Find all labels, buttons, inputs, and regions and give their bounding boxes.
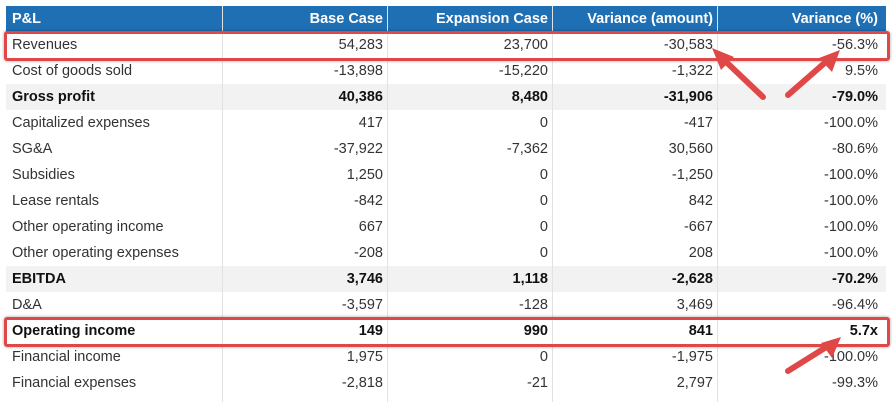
base-case-value: 417	[358, 115, 383, 131]
variance-amount-value: -31,906	[663, 89, 713, 105]
row-label: Revenues	[12, 37, 78, 53]
column-divider	[222, 6, 223, 402]
table-row: SG&A -37,922 -7,362 30,560 -80.6%	[6, 136, 886, 162]
base-case-value: 40,386	[338, 89, 383, 105]
variance-amount-value: -30,583	[663, 37, 713, 53]
header-variance-amount: Variance (amount)	[587, 11, 713, 27]
base-case-value: 54,283	[338, 37, 383, 53]
expansion-case-value: 0	[539, 167, 548, 183]
row-label: Gross profit	[12, 89, 95, 105]
header-variance-pct: Variance (%)	[791, 11, 878, 27]
header-base-case: Base Case	[309, 11, 383, 27]
base-case-value: -842	[353, 193, 383, 209]
variance-amount-value: -1,322	[671, 63, 713, 79]
row-label: Other operating income	[12, 219, 164, 235]
base-case-value: 149	[358, 323, 383, 339]
expansion-case-value: 990	[523, 323, 548, 339]
expansion-case-value: -7,362	[506, 141, 548, 157]
table-row: Financial income 1,975 0 -1,975 -100.0%	[6, 344, 886, 370]
variance-pct-value: -100.0%	[823, 167, 878, 183]
row-label: Operating income	[12, 323, 136, 339]
row-label: Subsidies	[12, 167, 75, 183]
expansion-case-value: -128	[518, 297, 548, 313]
table-row: EBITDA 3,746 1,118 -2,628 -70.2%	[6, 266, 886, 292]
operating-income-highlight-box	[4, 317, 890, 347]
base-case-value: 1,250	[346, 167, 383, 183]
table-row: Other operating expenses -208 0 208 -100…	[6, 240, 886, 266]
variance-amount-value: -2,628	[671, 271, 713, 287]
base-case-value: -13,898	[333, 63, 383, 79]
variance-pct-value: -56.3%	[832, 37, 878, 53]
variance-pct-value: -79.0%	[832, 89, 878, 105]
table-row: Subsidies 1,250 0 -1,250 -100.0%	[6, 162, 886, 188]
variance-pct-value: -100.0%	[823, 115, 878, 131]
variance-amount-value: 2,797	[676, 375, 713, 391]
table-row: Operating income 149 990 841 5.7x	[6, 318, 886, 344]
expansion-case-value: -21	[527, 375, 548, 391]
variance-amount-value: -667	[683, 219, 713, 235]
table-row: Cost of goods sold -13,898 -15,220 -1,32…	[6, 58, 886, 84]
row-label: Other operating expenses	[12, 245, 179, 261]
expansion-case-value: 0	[539, 115, 548, 131]
base-case-value: -37,922	[333, 141, 383, 157]
variance-amount-value: 30,560	[668, 141, 713, 157]
table-row: Lease rentals -842 0 842 -100.0%	[6, 188, 886, 214]
variance-pct-value: -96.4%	[832, 297, 878, 313]
expansion-case-value: 23,700	[503, 37, 548, 53]
table-row: Revenues 54,283 23,700 -30,583 -56.3%	[6, 32, 886, 58]
variance-pct-value: -99.3%	[832, 375, 878, 391]
table-header: P&L Base Case Expansion Case Variance (a…	[6, 6, 886, 32]
variance-amount-value: 841	[688, 323, 713, 339]
row-label: SG&A	[12, 141, 53, 157]
variance-pct-value: -80.6%	[832, 141, 878, 157]
base-case-value: 3,746	[346, 271, 383, 287]
row-label: Financial expenses	[12, 375, 137, 391]
column-divider	[387, 6, 388, 402]
variance-pct-value: -100.0%	[823, 349, 878, 365]
expansion-case-value: 0	[539, 219, 548, 235]
base-case-value: -208	[353, 245, 383, 261]
variance-pct-value: -100.0%	[823, 193, 878, 209]
variance-amount-value: -417	[683, 115, 713, 131]
expansion-case-value: 0	[539, 193, 548, 209]
table-row: Other operating income 667 0 -667 -100.0…	[6, 214, 886, 240]
variance-pct-value: 9.5%	[844, 63, 878, 79]
table-row: D&A -3,597 -128 3,469 -96.4%	[6, 292, 886, 318]
row-label: Lease rentals	[12, 193, 100, 209]
header-pl: P&L	[12, 11, 41, 27]
row-label: Financial income	[12, 349, 121, 365]
variance-pct-value: -100.0%	[823, 245, 878, 261]
row-label: D&A	[12, 297, 42, 313]
expansion-case-value: 1,118	[512, 271, 549, 287]
variance-amount-value: 208	[688, 245, 713, 261]
base-case-value: 1,975	[346, 349, 383, 365]
variance-amount-value: 3,469	[676, 297, 713, 313]
row-label: Capitalized expenses	[12, 115, 150, 131]
expansion-case-value: 8,480	[511, 89, 548, 105]
table-row: Financial expenses -2,818 -21 2,797 -99.…	[6, 370, 886, 396]
expansion-case-value: 0	[539, 349, 548, 365]
variance-pct-value: 5.7x	[849, 323, 878, 339]
variance-pct-value: -100.0%	[823, 219, 878, 235]
column-divider	[717, 6, 718, 402]
expansion-case-value: 0	[539, 245, 548, 261]
base-case-value: -2,818	[341, 375, 383, 391]
table-row: Gross profit 40,386 8,480 -31,906 -79.0%	[6, 84, 886, 110]
base-case-value: 667	[358, 219, 383, 235]
table-row: Capitalized expenses 417 0 -417 -100.0%	[6, 110, 886, 136]
revenues-highlight-box	[4, 31, 890, 61]
variance-amount-value: 842	[688, 193, 713, 209]
variance-amount-value: -1,250	[671, 167, 713, 183]
variance-pct-value: -70.2%	[832, 271, 878, 287]
row-label: Cost of goods sold	[12, 63, 133, 79]
expansion-case-value: -15,220	[498, 63, 548, 79]
variance-amount-value: -1,975	[671, 349, 713, 365]
header-expansion-case: Expansion Case	[435, 11, 548, 27]
column-divider	[552, 6, 553, 402]
base-case-value: -3,597	[341, 297, 383, 313]
row-label: EBITDA	[12, 271, 66, 287]
